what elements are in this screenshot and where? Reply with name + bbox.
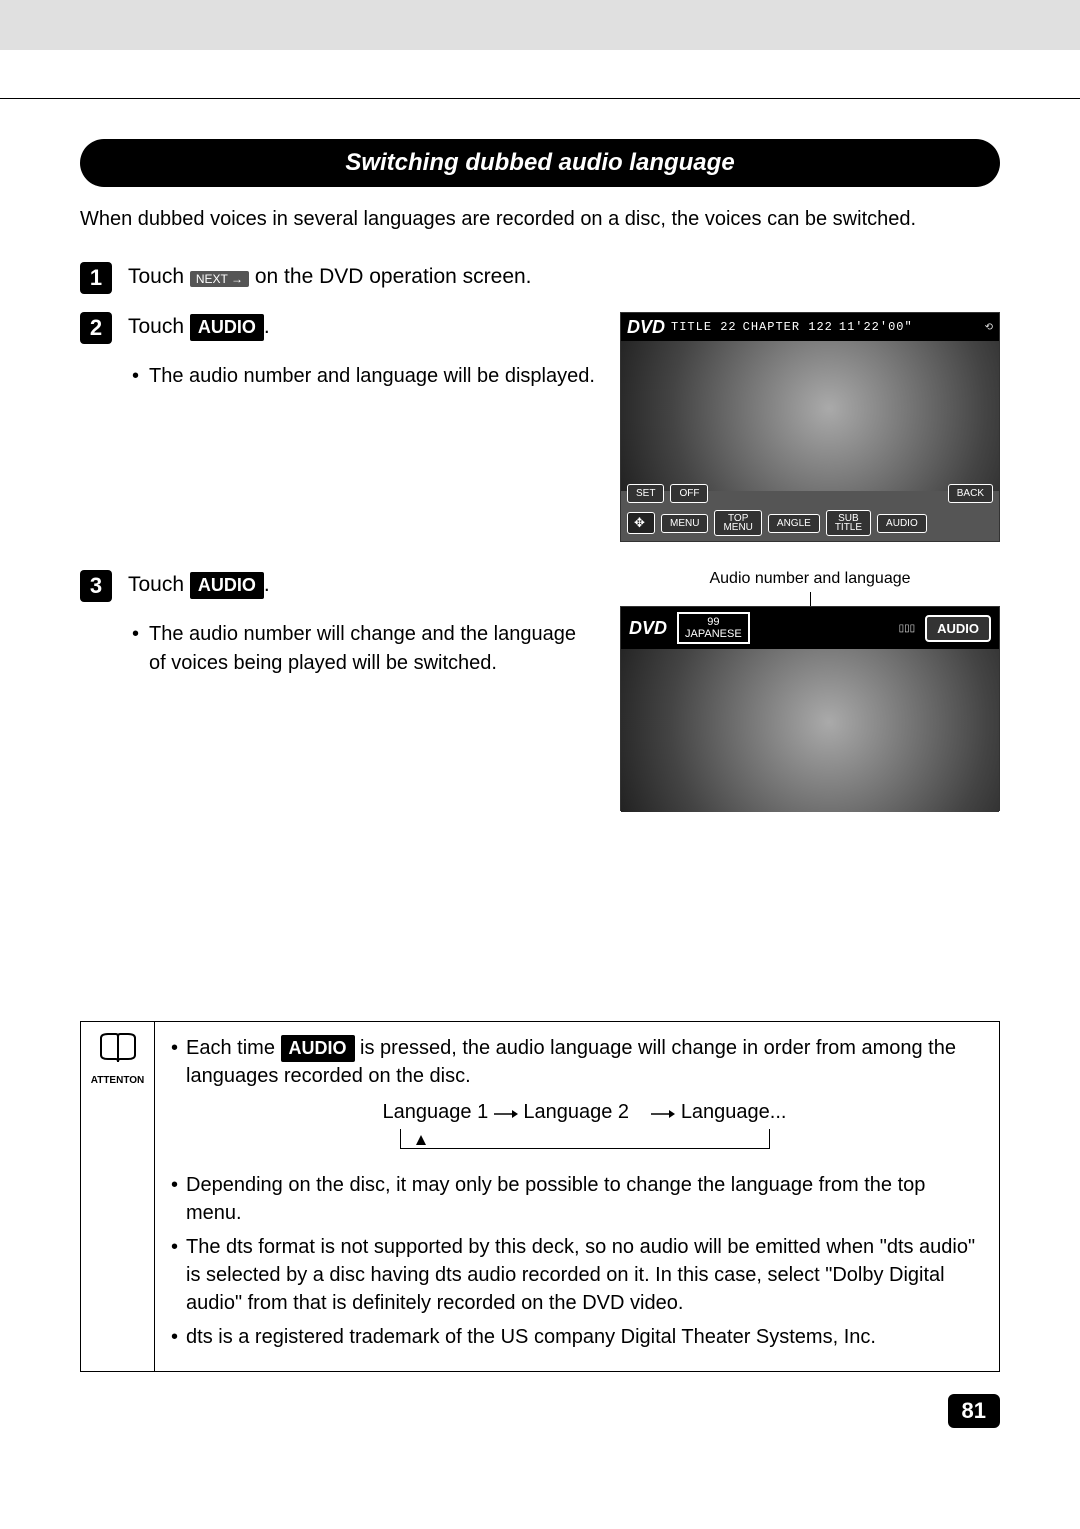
- attention-item-3: •The dts format is not supported by this…: [171, 1233, 983, 1317]
- dvd1-chapter-label: CHAPTER: [743, 320, 800, 334]
- attention-item-1: • Each time AUDIO is pressed, the audio …: [171, 1034, 983, 1165]
- audio-language: JAPANESE: [685, 628, 742, 640]
- drag-icon[interactable]: [627, 512, 655, 534]
- intro-text: When dubbed voices in several languages …: [80, 205, 1000, 234]
- step-2-bullet-text: The audio number and language will be di…: [149, 362, 595, 391]
- attention-left: ATTENTON: [81, 1022, 155, 1371]
- dvd-screenshot-2: DVD 99 JAPANESE ▯▯▯ AUDIO: [620, 606, 1000, 811]
- off-button[interactable]: OFF: [670, 484, 708, 503]
- dvd2-topbar: DVD 99 JAPANESE ▯▯▯ AUDIO: [621, 607, 999, 649]
- dvd1-chapter-val: 122: [808, 320, 833, 334]
- step-1-text: Touch NEXT → on the DVD operation screen…: [128, 262, 532, 291]
- dvd-logo: DVD: [627, 317, 665, 338]
- step-2-text-a: Touch: [128, 315, 190, 338]
- dvd1-globe-image: [621, 341, 999, 491]
- step-1-text-b: on the DVD operation screen.: [255, 265, 532, 288]
- dvd-screenshot-1: DVD TITLE 22 CHAPTER 122 11'22'00" ⟲ SET…: [620, 312, 1000, 542]
- audio-button-label-att: AUDIO: [281, 1035, 355, 1062]
- step-1-text-a: Touch: [128, 265, 190, 288]
- topmenu-button[interactable]: TOP MENU: [714, 510, 761, 536]
- step-3-block: 3 Touch AUDIO. • The audio number will c…: [80, 570, 1000, 811]
- lang3: Language...: [681, 1101, 787, 1123]
- step-1: 1 Touch NEXT → on the DVD operation scre…: [80, 262, 1000, 294]
- subtitle-button[interactable]: SUB TITLE: [826, 510, 871, 536]
- dvd-logo-2: DVD: [629, 618, 667, 639]
- step-3-text: Touch AUDIO.: [128, 570, 270, 599]
- attention-item-2: •Depending on the disc, it may only be p…: [171, 1171, 983, 1227]
- att3: The dts format is not supported by this …: [186, 1233, 983, 1317]
- angle-button[interactable]: ANGLE: [768, 514, 820, 533]
- audio-button-label-2: AUDIO: [190, 314, 264, 341]
- section-title: Switching dubbed audio language: [80, 139, 1000, 187]
- dvd1-row2: MENU TOP MENU ANGLE SUB TITLE AUDIO: [621, 509, 999, 537]
- dvd1-topbar: DVD TITLE 22 CHAPTER 122 11'22'00" ⟲: [621, 313, 999, 341]
- page-content: Switching dubbed audio language When dub…: [0, 139, 1080, 1458]
- dvd1-title-val: 22: [720, 320, 736, 334]
- arrow-icon: [494, 1099, 518, 1127]
- step-3-bullet-text: The audio number will change and the lan…: [149, 620, 596, 678]
- dvd2-globe-image: [621, 649, 999, 812]
- att2: Depending on the disc, it may only be po…: [186, 1171, 983, 1227]
- step-2-text-b: .: [264, 315, 270, 338]
- attention-label: ATTENTON: [91, 1075, 145, 1086]
- arrow-icon: [651, 1099, 675, 1127]
- language-flow: Language 1 Language 2 Language...: [186, 1098, 983, 1153]
- page-number: 81: [948, 1394, 1000, 1428]
- step-3: 3 Touch AUDIO.: [80, 570, 596, 602]
- step-2-number: 2: [80, 312, 112, 344]
- bullet-dot: •: [132, 620, 139, 678]
- back-button[interactable]: BACK: [948, 484, 993, 503]
- attention-body: • Each time AUDIO is pressed, the audio …: [155, 1022, 999, 1371]
- attention-box: ATTENTON • Each time AUDIO is pressed, t…: [80, 1021, 1000, 1372]
- step-2-block: 2 Touch AUDIO. • The audio number and la…: [80, 312, 1000, 542]
- step-1-number: 1: [80, 262, 112, 294]
- dvd1-time: 11'22'00": [839, 320, 913, 334]
- audio-info-chip: 99 JAPANESE: [677, 612, 750, 644]
- att1-a: Each time: [186, 1037, 280, 1059]
- audio-button[interactable]: AUDIO: [877, 514, 927, 533]
- attention-item-4: •dts is a registered trademark of the US…: [171, 1323, 983, 1351]
- set-button[interactable]: SET: [627, 484, 664, 503]
- step-3-number: 3: [80, 570, 112, 602]
- bullet-dot: •: [132, 362, 139, 391]
- next-button-icon: NEXT →: [190, 271, 249, 287]
- step-3-bullet: • The audio number will change and the l…: [132, 620, 596, 678]
- lang2: Language 2: [523, 1101, 629, 1123]
- header-band: [0, 0, 1080, 50]
- audio-button-2[interactable]: AUDIO: [925, 615, 991, 642]
- step-2-bullet: • The audio number and language will be …: [132, 362, 596, 391]
- audio-button-label-3: AUDIO: [190, 572, 264, 599]
- repeat-icon: ⟲: [985, 322, 993, 333]
- menu-button[interactable]: MENU: [661, 514, 708, 533]
- step-2: 2 Touch AUDIO.: [80, 312, 596, 344]
- lang1: Language 1: [383, 1101, 489, 1123]
- dvd2-caption: Audio number and language: [620, 570, 1000, 588]
- header-divider: [0, 98, 1080, 99]
- dvd1-row1: SET OFF BACK: [621, 479, 999, 507]
- book-icon: [98, 1032, 138, 1071]
- dvd1-title-label: TITLE: [671, 320, 712, 334]
- loop-arrow-icon: [416, 1135, 426, 1145]
- dolby-icon: ▯▯▯: [899, 623, 916, 634]
- step-3-text-b: .: [264, 573, 270, 596]
- step-3-text-a: Touch: [128, 573, 190, 596]
- att4: dts is a registered trademark of the US …: [186, 1323, 876, 1351]
- caption-pointer-line: [810, 592, 811, 606]
- step-2-text: Touch AUDIO.: [128, 312, 270, 341]
- audio-number: 99: [685, 616, 742, 628]
